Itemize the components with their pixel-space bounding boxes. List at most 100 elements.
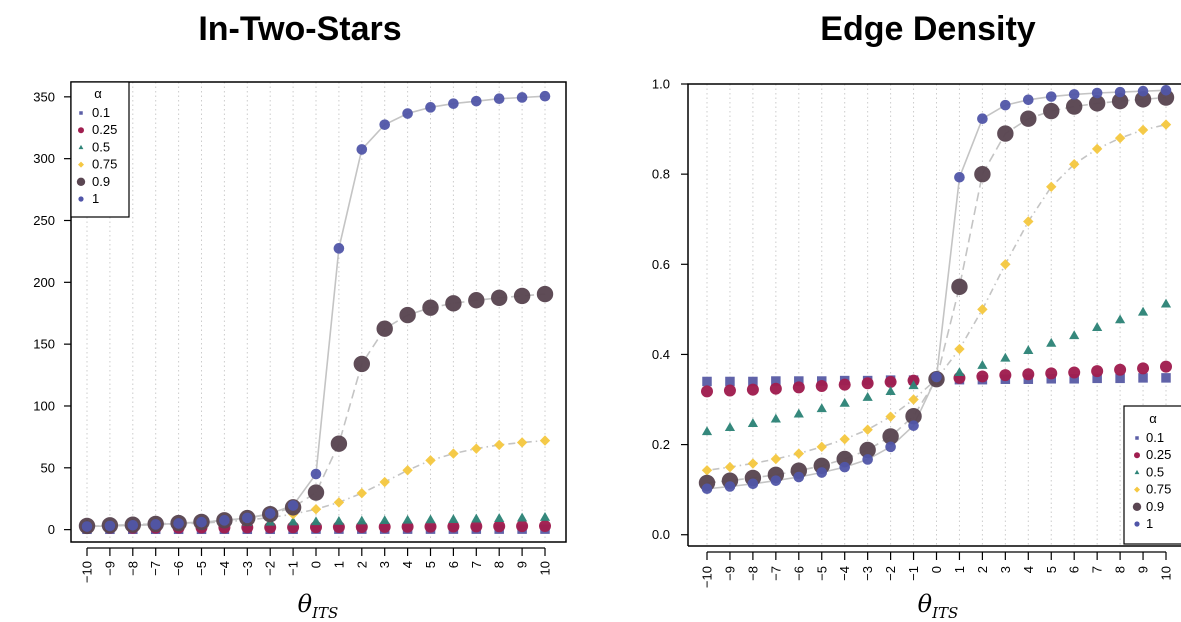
data-point (1000, 259, 1011, 270)
series-points (78, 90, 554, 535)
data-point (539, 520, 551, 533)
legend-marker (78, 196, 84, 202)
data-point (288, 516, 299, 526)
data-point (448, 448, 459, 459)
data-point (539, 435, 551, 446)
data-point (401, 520, 414, 533)
x-tick-label: 2 (975, 566, 990, 573)
legend-marker (1135, 436, 1139, 440)
legend-label: 0.75 (92, 157, 117, 172)
x-tick-label: 1 (952, 566, 967, 573)
x-axis-label-main: θ (918, 590, 933, 618)
data-point (471, 513, 482, 523)
data-point (747, 418, 758, 427)
x-tick-label: −5 (814, 566, 829, 581)
data-point (793, 471, 805, 483)
data-point (1022, 368, 1035, 381)
data-point (425, 102, 436, 113)
data-point (517, 512, 528, 522)
y-tick-label: 0.0 (652, 527, 670, 542)
y-tick-label: 300 (33, 151, 55, 166)
data-point (701, 385, 713, 398)
y-tick-label: 0.2 (652, 437, 670, 452)
x-tick-label: −6 (791, 566, 806, 581)
data-point (333, 515, 344, 525)
data-point (1114, 86, 1126, 98)
data-point (769, 382, 782, 395)
vertical-grid (86, 82, 546, 542)
data-point (839, 461, 850, 473)
x-tick-label: −2 (883, 566, 898, 581)
legend-label: 0.5 (1146, 464, 1164, 479)
data-point (264, 508, 276, 519)
data-point (1134, 91, 1152, 108)
data-point (1137, 85, 1149, 97)
data-point (310, 516, 322, 526)
x-tick-label: 2 (354, 561, 369, 568)
x-tick-label: 10 (1159, 566, 1174, 580)
data-point (1046, 181, 1057, 192)
data-point (977, 359, 988, 369)
data-point (516, 520, 529, 533)
data-point (862, 454, 873, 465)
data-point (379, 119, 391, 130)
data-point (1091, 365, 1104, 378)
x-tick-label: 10 (538, 561, 553, 575)
data-point (816, 441, 827, 453)
x-axis-label-sub: ITS (931, 604, 958, 622)
data-point (882, 428, 899, 445)
data-point (1023, 345, 1034, 354)
legend-label: 0.9 (92, 174, 110, 189)
x-tick-label: −9 (102, 561, 117, 576)
data-point (1043, 102, 1060, 120)
x-axis: −10 −9 −8 −7 −6 −5 −4 −3 −2 −1 0 1 2 3 4 5 6 7 8 9 10 (80, 547, 553, 583)
data-point (815, 379, 828, 392)
x-axis: −10 −9 −8 −7 −6 −5 −4 −3 −2 −1 0 1 2 3 4 5 6 7 8 9 10 (700, 551, 1174, 588)
data-point (424, 520, 437, 533)
plot-frame (687, 83, 1181, 546)
series-line-1 (86, 95, 546, 528)
data-point (1137, 362, 1150, 375)
data-point (196, 516, 207, 528)
data-point (839, 397, 850, 407)
data-point (1069, 159, 1080, 170)
data-point (862, 424, 873, 435)
data-point (724, 422, 736, 432)
data-point (402, 465, 413, 476)
data-point (701, 465, 713, 476)
data-point (1091, 87, 1103, 99)
data-point (470, 520, 483, 533)
data-point (402, 108, 413, 119)
data-point (379, 476, 390, 488)
data-point (287, 500, 299, 511)
chart-panel-edge-density: Edge Density 0.00.20.40.60.81.0 −10 −9 −8−… (652, 10, 1181, 622)
data-point (954, 172, 965, 183)
data-point (931, 371, 942, 383)
data-point (792, 381, 805, 394)
data-point (725, 376, 735, 387)
legend-label: 0.1 (1146, 430, 1164, 445)
data-point (816, 403, 827, 413)
y-tick-label: 1.0 (652, 77, 670, 92)
x-tick-label: −3 (860, 566, 875, 581)
x-tick-label: −5 (194, 561, 209, 576)
x-tick-label: −1 (906, 566, 921, 581)
legend-label: 0.75 (1146, 482, 1171, 497)
y-tick-label: 0.8 (652, 167, 670, 182)
x-tick-label: −1 (286, 561, 301, 576)
data-point (493, 93, 505, 104)
data-point (242, 512, 253, 524)
data-point (839, 433, 850, 445)
data-point (885, 386, 896, 395)
data-point (1069, 330, 1080, 340)
legend-label: 0.25 (92, 122, 117, 137)
legend-label: 0.1 (92, 105, 110, 120)
x-axis-label: θITS (918, 590, 959, 622)
data-point (471, 443, 482, 454)
data-point (425, 514, 436, 524)
y-axis: 0 50 100 150 200 250 300 350 (33, 89, 71, 537)
data-point (494, 513, 505, 522)
data-point (794, 376, 804, 386)
y-tick-label: 250 (33, 213, 55, 228)
